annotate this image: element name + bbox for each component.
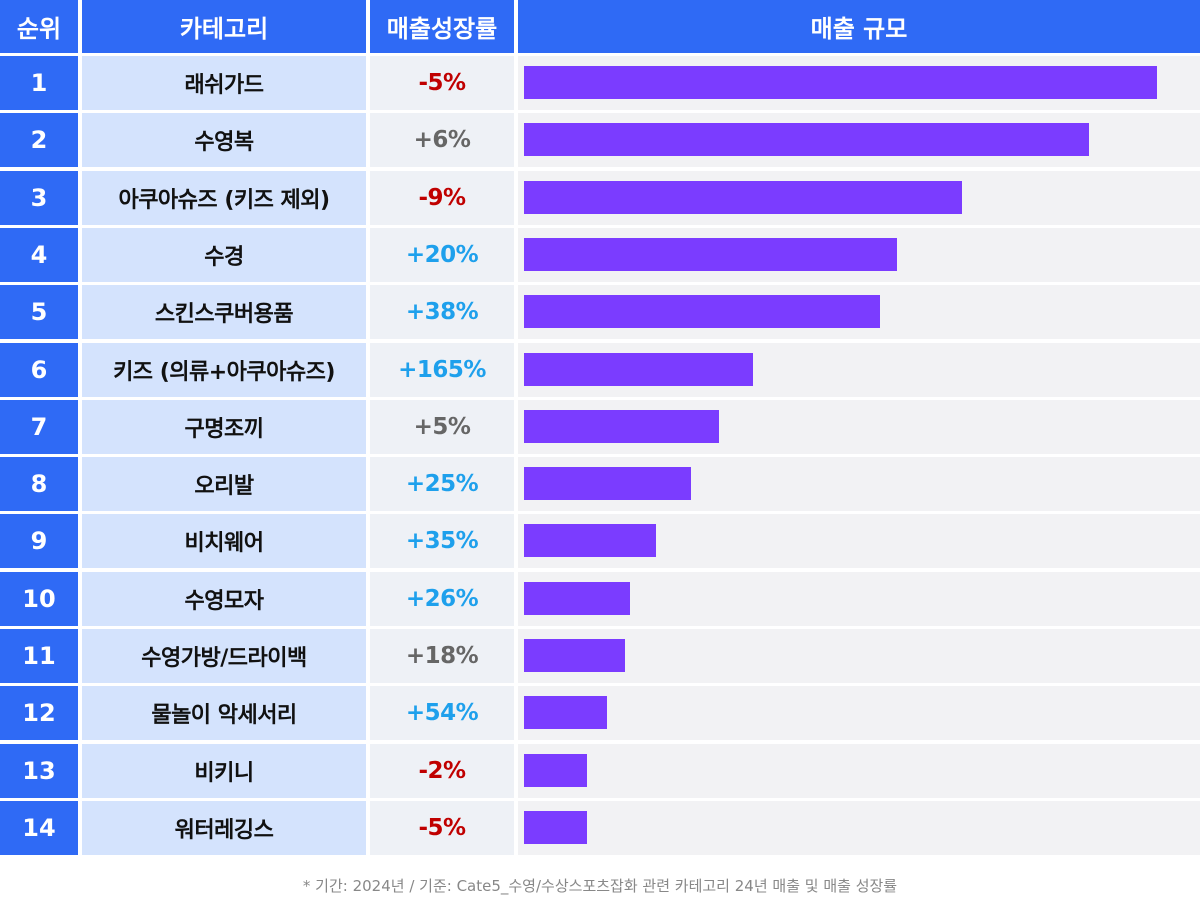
category-label: 래쉬가드 <box>82 56 366 110</box>
bar-cell <box>518 342 1200 397</box>
sales-bar <box>524 295 881 329</box>
sales-bar <box>524 467 692 501</box>
rank-cell: 10 <box>0 571 78 626</box>
bar-cell <box>518 800 1200 855</box>
table-row: 4 수경 +20% <box>0 227 1200 282</box>
table-row: 7 구명조끼 +5% <box>0 399 1200 454</box>
sales-bar <box>524 753 588 787</box>
table-row: 9 비치웨어 +35% <box>0 514 1200 569</box>
rank-cell: 6 <box>0 342 78 397</box>
bar-cell <box>518 170 1200 225</box>
rank-cell: 12 <box>0 686 78 741</box>
sales-bar <box>524 409 719 443</box>
category-label: 아쿠아슈즈 (키즈 제외) <box>82 170 366 225</box>
sales-bar <box>524 810 588 844</box>
sales-bar <box>524 581 630 615</box>
table-row: 6 키즈 (의류+아쿠아슈즈) +165% <box>0 342 1200 397</box>
category-label: 수영모자 <box>82 571 366 626</box>
category-label: 오리발 <box>82 457 366 512</box>
table-header: 순위 카테고리 매출성장률 매출 규모 <box>0 0 1200 53</box>
table-row: 1 래쉬가드 -5% <box>0 56 1200 110</box>
growth-value: +35% <box>370 514 514 569</box>
bar-cell <box>518 457 1200 512</box>
growth-value: +25% <box>370 457 514 512</box>
sales-bar <box>524 696 607 730</box>
sales-bar <box>524 66 1157 99</box>
category-label: 수영복 <box>82 113 366 168</box>
sales-bar <box>524 352 754 386</box>
rank-cell: 7 <box>0 399 78 454</box>
category-label: 비키니 <box>82 743 366 798</box>
bar-cell <box>518 399 1200 454</box>
rank-cell: 5 <box>0 285 78 340</box>
table-row: 5 스킨스쿠버용품 +38% <box>0 285 1200 340</box>
header-scale: 매출 규모 <box>518 0 1200 53</box>
table-row: 12 물놀이 악세서리 +54% <box>0 686 1200 741</box>
header-growth: 매출성장률 <box>370 0 514 53</box>
bar-cell <box>518 227 1200 282</box>
sales-bar <box>524 237 897 271</box>
header-rank: 순위 <box>0 0 78 53</box>
category-label: 키즈 (의류+아쿠아슈즈) <box>82 342 366 397</box>
rank-cell: 9 <box>0 514 78 569</box>
rank-cell: 3 <box>0 170 78 225</box>
table-row: 2 수영복 +6% <box>0 113 1200 168</box>
category-label: 스킨스쿠버용품 <box>82 285 366 340</box>
table-row: 11 수영가방/드라이백 +18% <box>0 629 1200 683</box>
bar-cell <box>518 629 1200 683</box>
footnote: * 기간: 2024년 / 기준: Cate5_수영/수상스포츠잡화 관련 카테… <box>302 877 898 895</box>
growth-value: +38% <box>370 285 514 340</box>
table-row: 10 수영모자 +26% <box>0 571 1200 626</box>
rank-cell: 14 <box>0 800 78 855</box>
sales-bar <box>524 123 1090 157</box>
rank-cell: 4 <box>0 227 78 282</box>
growth-value: -2% <box>370 743 514 798</box>
table-row: 13 비키니 -2% <box>0 743 1200 798</box>
growth-value: +26% <box>370 571 514 626</box>
rank-cell: 1 <box>0 56 78 110</box>
rank-cell: 11 <box>0 629 78 683</box>
bar-cell <box>518 686 1200 741</box>
rank-cell: 13 <box>0 743 78 798</box>
rank-cell: 8 <box>0 457 78 512</box>
category-label: 수영가방/드라이백 <box>82 629 366 683</box>
growth-value: -9% <box>370 170 514 225</box>
header-category: 카테고리 <box>82 0 366 53</box>
bar-cell <box>518 285 1200 340</box>
bar-cell <box>518 113 1200 168</box>
table-row: 8 오리발 +25% <box>0 457 1200 512</box>
category-label: 워터레깅스 <box>82 800 366 855</box>
growth-value: +20% <box>370 227 514 282</box>
bar-cell <box>518 56 1200 110</box>
sales-bar <box>524 524 656 558</box>
growth-value: -5% <box>370 56 514 110</box>
category-label: 구명조끼 <box>82 399 366 454</box>
bar-cell <box>518 571 1200 626</box>
growth-value: +5% <box>370 399 514 454</box>
sales-bar <box>524 180 962 214</box>
bar-cell <box>518 514 1200 569</box>
growth-value: +18% <box>370 629 514 683</box>
growth-value: +6% <box>370 113 514 168</box>
table-row: 14 워터레깅스 -5% <box>0 800 1200 855</box>
bar-cell <box>518 743 1200 798</box>
growth-value: +54% <box>370 686 514 741</box>
sales-bar <box>524 639 626 672</box>
category-label: 물놀이 악세서리 <box>82 686 366 741</box>
growth-value: +165% <box>370 342 514 397</box>
category-label: 수경 <box>82 227 366 282</box>
growth-value: -5% <box>370 800 514 855</box>
category-label: 비치웨어 <box>82 514 366 569</box>
table-row: 3 아쿠아슈즈 (키즈 제외) -9% <box>0 170 1200 225</box>
rank-cell: 2 <box>0 113 78 168</box>
